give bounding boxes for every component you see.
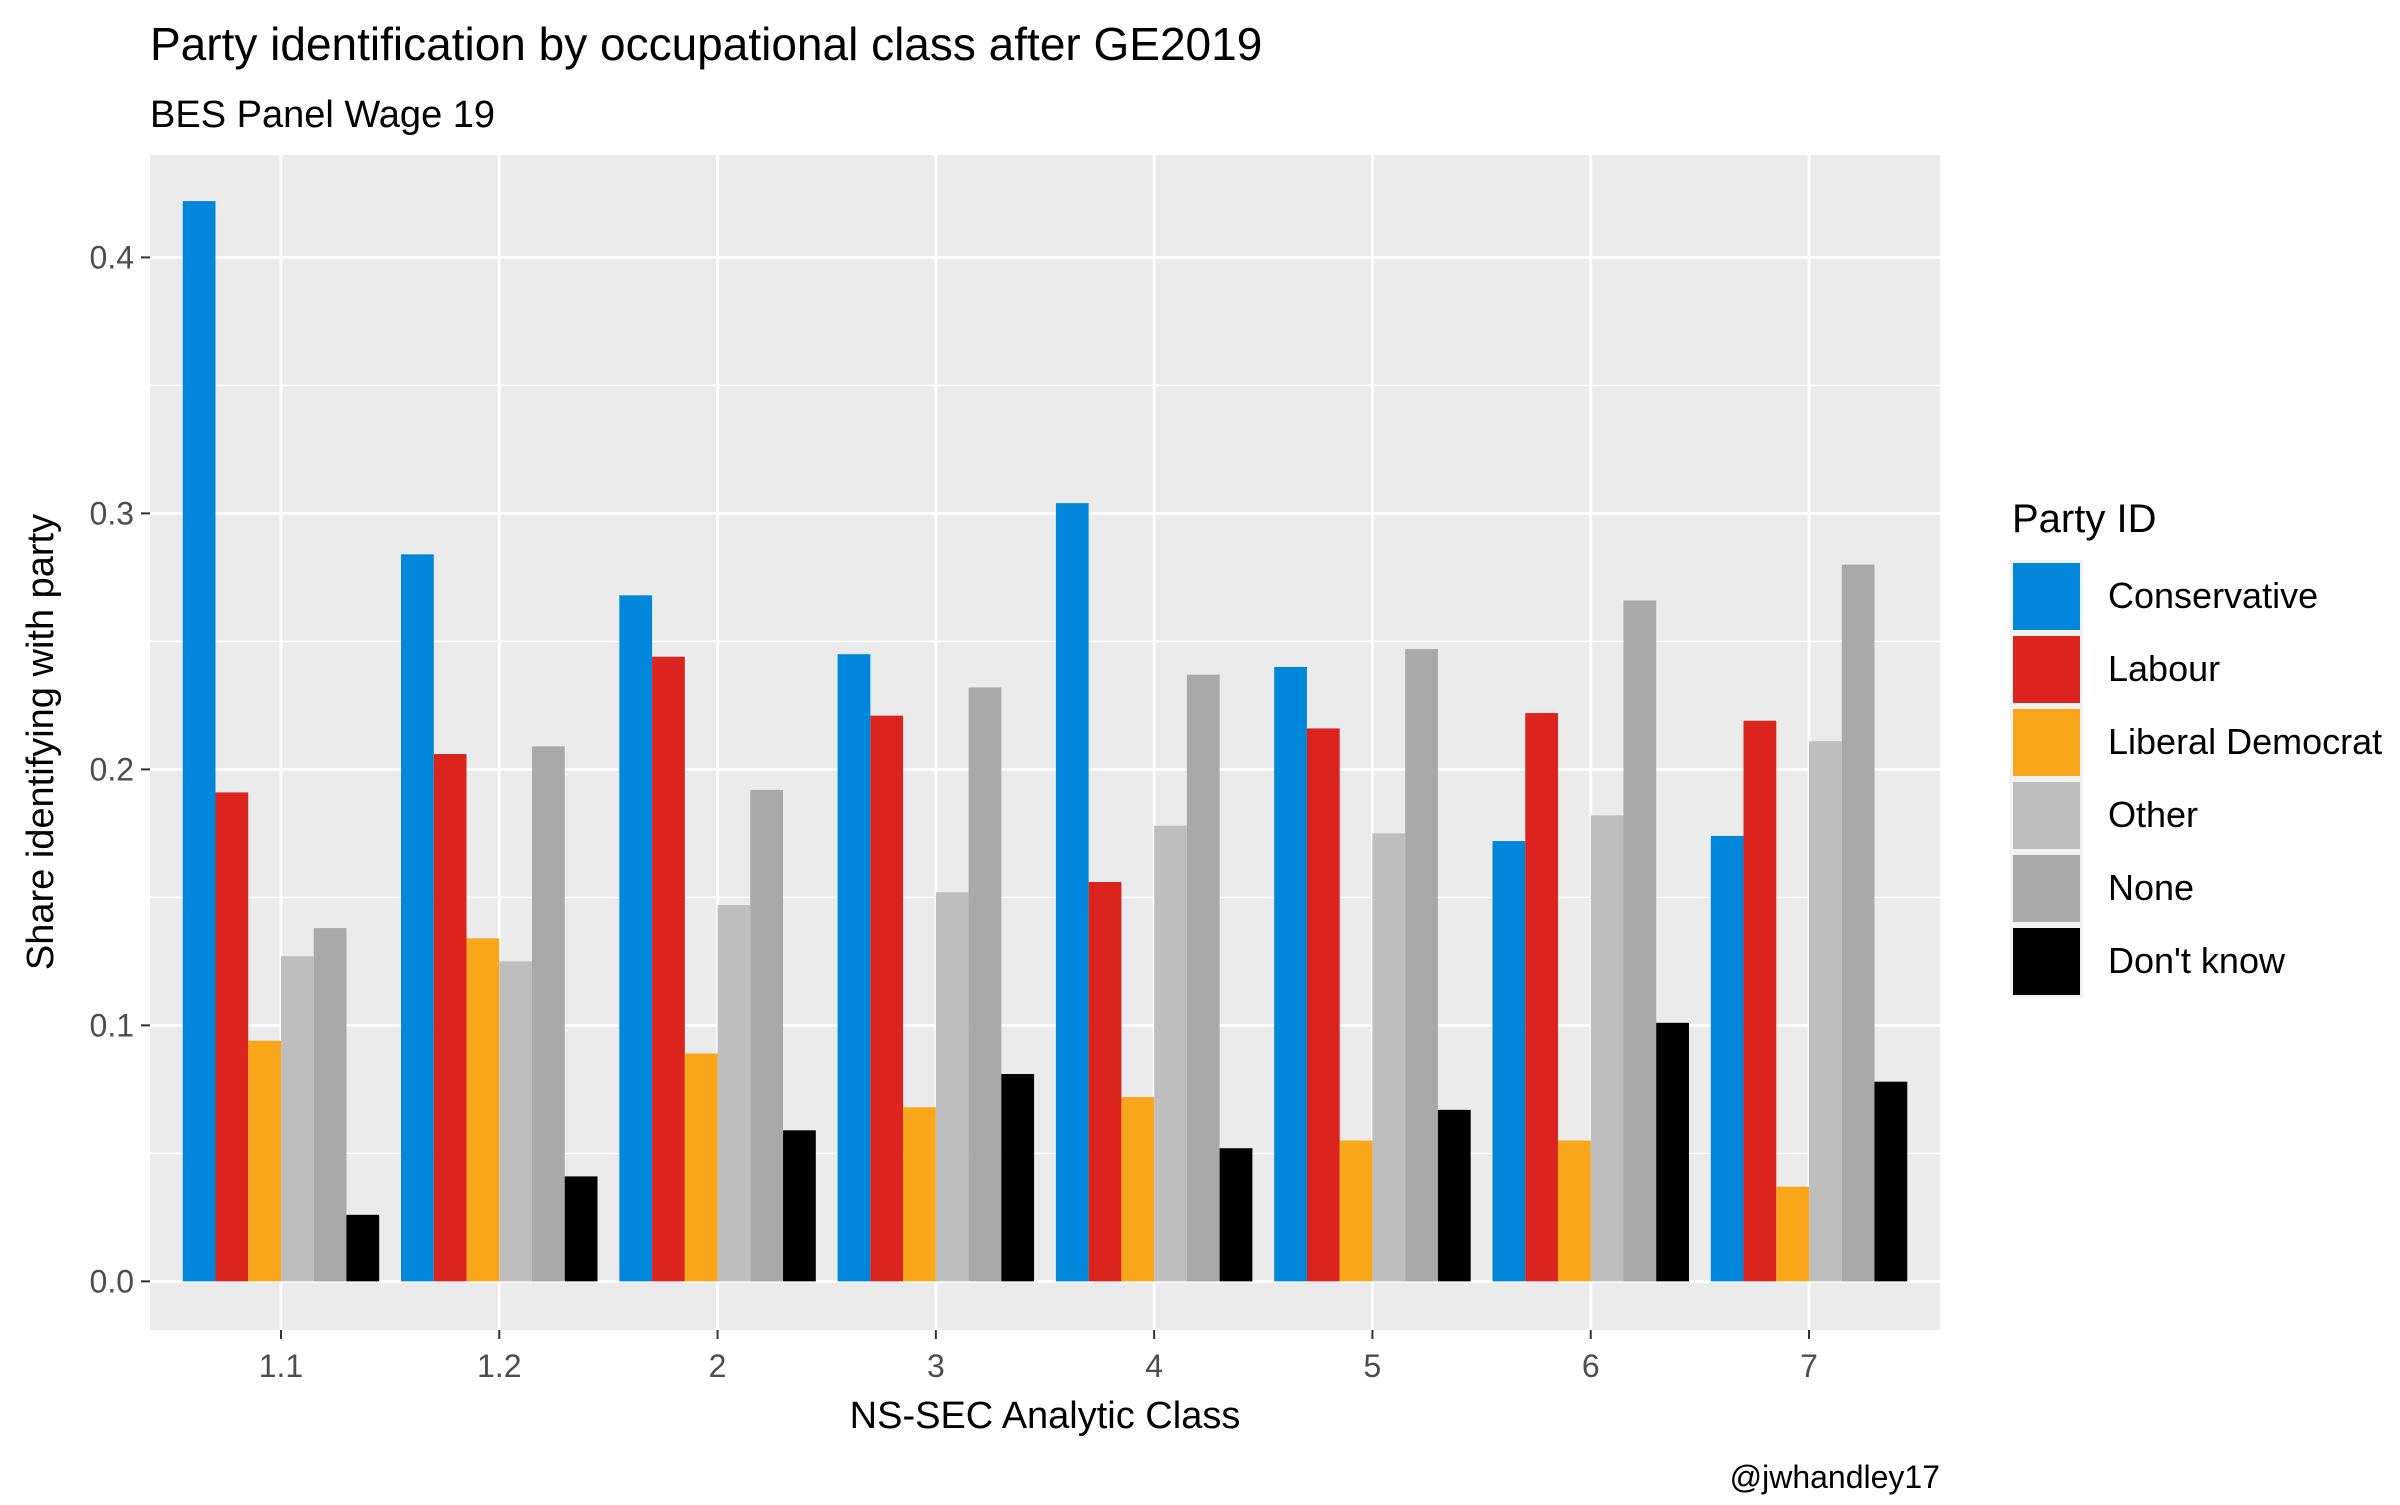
bar-liberal-democrat-6 [1557, 1140, 1591, 1282]
legend-swatch [2013, 563, 2080, 630]
bar-other-6 [1590, 815, 1624, 1282]
bar-group-1.2 [401, 554, 598, 1282]
bar-none-7 [1841, 564, 1875, 1282]
bar-labour-6 [1525, 713, 1558, 1282]
bar-don-t-know-4 [1219, 1148, 1253, 1282]
bar-conservative-6 [1492, 841, 1526, 1282]
x-tick-label: 6 [1582, 1348, 1600, 1384]
bar-conservative-1.2 [401, 554, 434, 1282]
bar-labour-7 [1743, 720, 1777, 1282]
bar-don-t-know-3 [1001, 1074, 1035, 1282]
bar-group-1.1 [182, 201, 380, 1282]
legend-swatch [2013, 709, 2080, 776]
legend-label: Other [2108, 794, 2198, 835]
bar-other-1.1 [280, 956, 314, 1282]
y-tick-label: 0.3 [90, 495, 134, 531]
legend-title: Party ID [2012, 497, 2156, 541]
bar-other-5 [1372, 833, 1406, 1282]
bar-labour-3 [870, 715, 904, 1282]
bar-other-1.2 [499, 961, 533, 1282]
bar-group-2 [619, 595, 816, 1282]
bar-conservative-1.1 [182, 201, 216, 1282]
bar-group-7 [1710, 564, 1908, 1282]
y-tick-label: 0.0 [90, 1263, 134, 1299]
bar-don-t-know-2 [783, 1130, 816, 1282]
bar-other-4 [1154, 825, 1187, 1282]
legend: Party ID Conservative Labour Liberal Democ… [2010, 497, 2382, 998]
bar-don-t-know-7 [1874, 1081, 1908, 1282]
bar-labour-1.2 [433, 754, 467, 1282]
bar-conservative-5 [1274, 666, 1307, 1282]
x-tick-label: 3 [927, 1348, 945, 1384]
chart-subtitle: BES Panel Wage 19 [150, 94, 495, 136]
legend-label: Conservative [2108, 575, 2318, 616]
bar-liberal-democrat-7 [1776, 1186, 1810, 1282]
caption: @jwhandley17 [1730, 1459, 1940, 1495]
bar-none-1.1 [313, 928, 347, 1282]
x-axis-title: NS-SEC Analytic Class [850, 1395, 1241, 1437]
bar-conservative-2 [619, 595, 653, 1282]
bar-liberal-democrat-1.2 [466, 938, 500, 1282]
legend-item-none: None [2010, 852, 2194, 925]
bar-conservative-4 [1055, 503, 1089, 1282]
axes: 0.0 0.1 0.2 0.3 0.4 1.1 1.2 2 3 4 5 6 7 [90, 239, 1818, 1384]
x-tick-label: 1.2 [477, 1348, 521, 1384]
bar-group-5 [1274, 649, 1471, 1282]
bar-none-4 [1186, 674, 1220, 1282]
bar-none-2 [750, 789, 784, 1282]
bar-none-5 [1405, 649, 1438, 1282]
bar-don-t-know-5 [1437, 1109, 1471, 1282]
bar-labour-5 [1306, 728, 1340, 1282]
bar-liberal-democrat-2 [684, 1053, 718, 1282]
y-tick-label: 0.2 [90, 751, 134, 787]
y-tick-label: 0.4 [90, 239, 134, 275]
bar-don-t-know-6 [1656, 1022, 1689, 1282]
legend-item-labour: Labour [2010, 633, 2220, 706]
bar-don-t-know-1.1 [346, 1214, 380, 1282]
x-tick-label: 4 [1145, 1348, 1163, 1384]
bar-conservative-3 [837, 654, 871, 1282]
x-tick-label: 2 [709, 1348, 727, 1384]
legend-swatch [2013, 636, 2080, 703]
bar-conservative-7 [1710, 835, 1744, 1282]
bar-none-6 [1623, 600, 1657, 1282]
bar-labour-1.1 [215, 792, 249, 1282]
legend-swatch [2013, 782, 2080, 849]
bar-labour-4 [1088, 882, 1122, 1282]
legend-label: Don't know [2108, 940, 2286, 981]
bar-don-t-know-1.2 [564, 1176, 598, 1282]
bar-other-3 [935, 892, 969, 1282]
legend-label: Labour [2108, 648, 2220, 689]
bar-liberal-democrat-4 [1121, 1097, 1155, 1282]
bar-liberal-democrat-1.1 [248, 1040, 281, 1282]
bar-liberal-democrat-3 [903, 1107, 936, 1282]
bar-group-6 [1492, 600, 1689, 1282]
y-axis-title: Share identifying with party [20, 514, 62, 970]
bar-none-3 [968, 687, 1002, 1282]
bar-group-3 [837, 654, 1035, 1282]
bar-labour-2 [652, 656, 685, 1282]
legend-item-liberal-democrat: Liberal Democrat [2010, 706, 2382, 779]
x-tick-label: 1.1 [259, 1348, 303, 1384]
x-tick-label: 7 [1800, 1348, 1818, 1384]
y-tick-label: 0.1 [90, 1007, 134, 1043]
bar-other-2 [717, 905, 751, 1282]
x-tick-label: 5 [1364, 1348, 1382, 1384]
legend-label: Liberal Democrat [2108, 721, 2382, 762]
bar-other-7 [1809, 741, 1842, 1282]
legend-item-other: Other [2010, 779, 2198, 852]
legend-swatch [2013, 855, 2080, 922]
bar-group-4 [1055, 503, 1253, 1282]
legend-swatch [2013, 928, 2080, 995]
bar-none-1.2 [532, 746, 565, 1282]
legend-label: None [2108, 867, 2194, 908]
bars [182, 201, 1908, 1282]
chart-title: Party identification by occupational cla… [150, 18, 1262, 70]
legend-item-conservative: Conservative [2010, 560, 2318, 633]
legend-item-don-t-know: Don't know [2010, 925, 2286, 998]
bar-liberal-democrat-5 [1339, 1140, 1373, 1282]
